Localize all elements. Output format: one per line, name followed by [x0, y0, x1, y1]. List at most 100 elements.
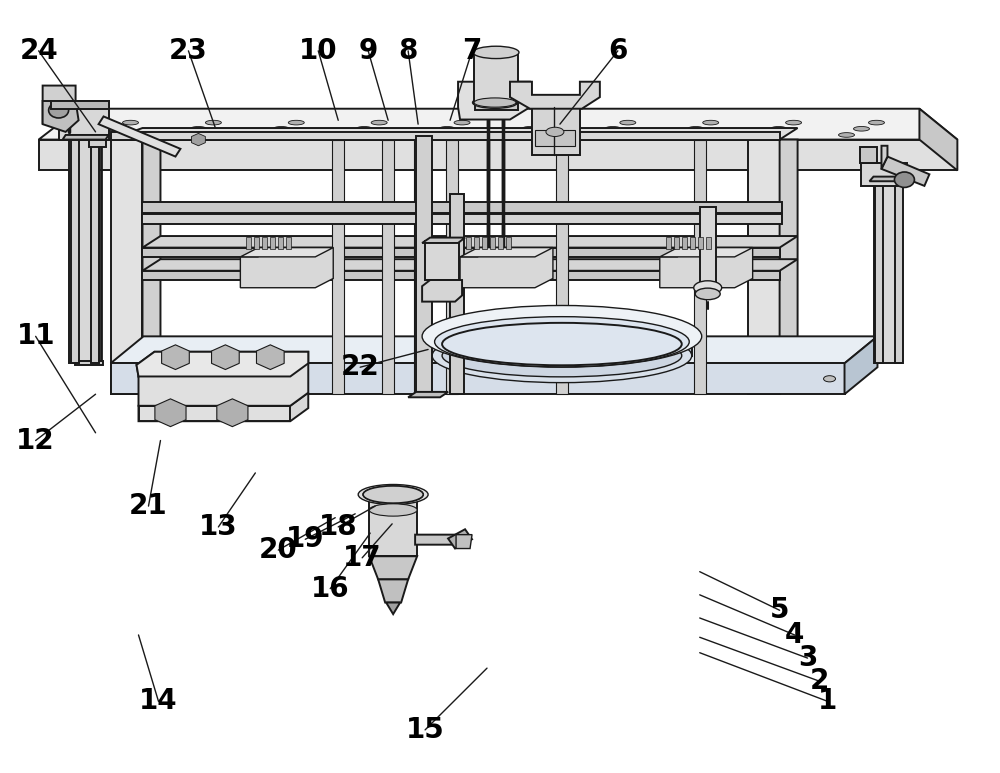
Ellipse shape: [93, 133, 109, 138]
Polygon shape: [382, 140, 394, 394]
Polygon shape: [332, 140, 344, 394]
Text: 3: 3: [798, 644, 817, 672]
Polygon shape: [919, 109, 957, 171]
Ellipse shape: [424, 133, 440, 138]
Ellipse shape: [839, 133, 855, 138]
Text: 17: 17: [343, 543, 382, 572]
Ellipse shape: [473, 97, 517, 108]
Ellipse shape: [473, 46, 519, 59]
Polygon shape: [694, 140, 706, 394]
Ellipse shape: [288, 121, 304, 125]
Polygon shape: [660, 247, 753, 257]
Text: 7: 7: [462, 37, 482, 65]
Polygon shape: [63, 135, 109, 140]
Text: 21: 21: [129, 492, 168, 520]
Bar: [425, 241, 459, 280]
Text: 22: 22: [341, 353, 380, 381]
Polygon shape: [861, 163, 907, 186]
Ellipse shape: [439, 127, 455, 131]
Bar: [674, 237, 679, 249]
Text: 5: 5: [770, 596, 789, 625]
Ellipse shape: [507, 133, 523, 138]
Bar: [690, 237, 695, 249]
Polygon shape: [386, 602, 400, 614]
Polygon shape: [869, 176, 915, 181]
Text: 19: 19: [286, 526, 325, 553]
Polygon shape: [369, 557, 417, 580]
Bar: [75, 361, 103, 365]
Ellipse shape: [369, 489, 417, 501]
Bar: [91, 136, 99, 363]
Text: 9: 9: [359, 37, 378, 65]
Ellipse shape: [786, 121, 802, 125]
Ellipse shape: [620, 121, 636, 125]
Text: 20: 20: [259, 536, 298, 564]
Ellipse shape: [341, 133, 357, 138]
Ellipse shape: [432, 329, 692, 383]
Polygon shape: [845, 336, 877, 394]
Bar: [666, 237, 671, 249]
Polygon shape: [39, 109, 957, 140]
Polygon shape: [39, 140, 957, 171]
Polygon shape: [137, 352, 308, 376]
Ellipse shape: [474, 98, 516, 107]
Bar: [535, 131, 575, 146]
Polygon shape: [458, 82, 530, 120]
Ellipse shape: [868, 121, 884, 125]
Polygon shape: [378, 580, 408, 602]
Polygon shape: [142, 271, 780, 280]
Polygon shape: [448, 530, 472, 549]
Bar: [286, 237, 291, 249]
Text: 2: 2: [810, 667, 829, 695]
Ellipse shape: [695, 288, 720, 300]
Bar: [498, 237, 503, 249]
Polygon shape: [51, 101, 109, 109]
Ellipse shape: [442, 335, 682, 377]
Text: 6: 6: [608, 37, 628, 65]
Polygon shape: [556, 140, 568, 394]
Polygon shape: [59, 101, 109, 140]
Text: 23: 23: [169, 37, 208, 65]
Polygon shape: [532, 107, 580, 155]
Bar: [482, 237, 487, 249]
Bar: [474, 237, 479, 249]
Polygon shape: [660, 247, 753, 288]
Polygon shape: [137, 352, 308, 376]
Circle shape: [894, 172, 914, 187]
Polygon shape: [240, 247, 333, 257]
Ellipse shape: [688, 127, 704, 131]
Bar: [706, 237, 711, 249]
Ellipse shape: [175, 133, 191, 138]
Polygon shape: [408, 392, 448, 397]
Circle shape: [49, 103, 69, 118]
Ellipse shape: [371, 121, 387, 125]
Bar: [490, 237, 495, 249]
Ellipse shape: [771, 127, 787, 131]
Bar: [246, 237, 251, 249]
Text: 13: 13: [199, 513, 238, 541]
Polygon shape: [43, 86, 76, 124]
Bar: [142, 213, 782, 224]
Polygon shape: [510, 82, 600, 109]
Ellipse shape: [363, 486, 423, 503]
Text: 24: 24: [19, 37, 58, 65]
Ellipse shape: [756, 133, 772, 138]
Bar: [875, 178, 883, 363]
Ellipse shape: [356, 127, 372, 131]
Ellipse shape: [435, 317, 689, 367]
Polygon shape: [111, 363, 845, 394]
Ellipse shape: [475, 348, 485, 352]
Polygon shape: [142, 140, 160, 394]
Polygon shape: [139, 363, 308, 406]
Polygon shape: [111, 336, 877, 363]
Text: 10: 10: [299, 37, 338, 65]
Polygon shape: [99, 117, 180, 157]
Ellipse shape: [694, 281, 722, 295]
Polygon shape: [460, 247, 553, 288]
Text: 12: 12: [16, 427, 55, 455]
Bar: [698, 237, 703, 249]
Text: 15: 15: [406, 716, 444, 744]
Ellipse shape: [537, 121, 553, 125]
Polygon shape: [460, 247, 553, 257]
Polygon shape: [139, 406, 290, 421]
